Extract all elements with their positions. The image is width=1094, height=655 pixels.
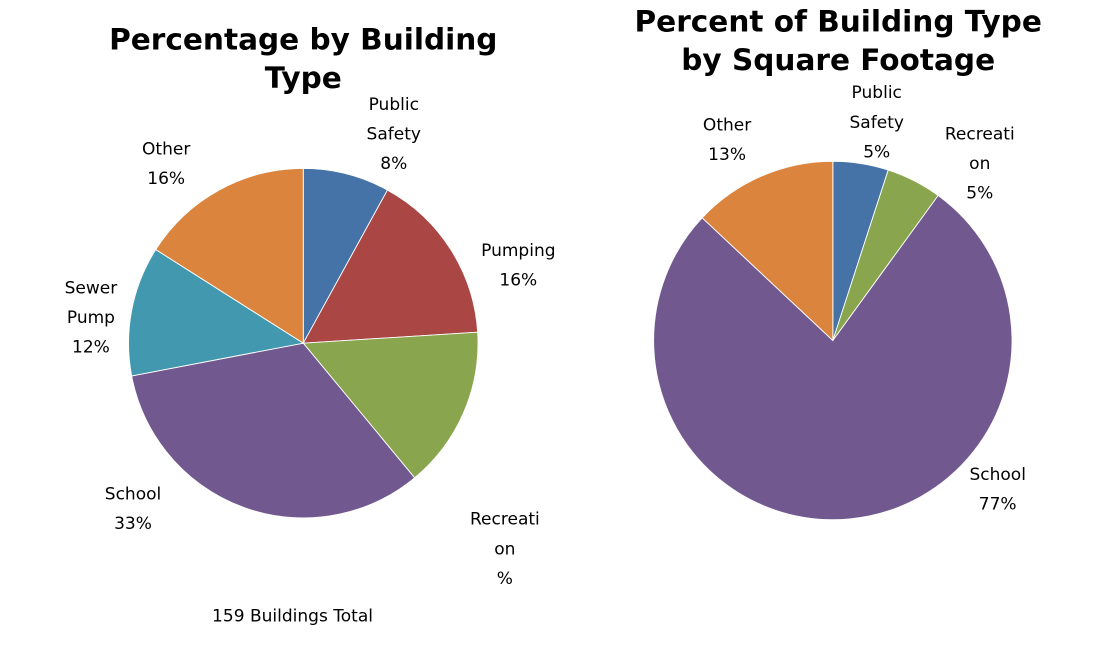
pie-slice: [155, 168, 304, 344]
slice-label: School: [105, 485, 162, 505]
slice-value-label: 13%: [708, 145, 746, 165]
slice-label: Recreati on: [945, 124, 1015, 174]
chart-subtitle: 159 Buildings Total: [212, 606, 373, 626]
slice-label: Other: [703, 115, 751, 135]
slice-value-label: 12%: [72, 338, 110, 358]
slice-label: Public Safety: [850, 83, 904, 133]
slice-value-label: 5%: [863, 142, 890, 162]
slice-value-label: %: [497, 569, 513, 589]
slice-label: Other: [142, 140, 190, 160]
pie-slice: [302, 331, 479, 479]
chart-title: Percentage by Building Type: [109, 22, 497, 95]
slice-value-label: 5%: [966, 184, 993, 204]
slice-label: Public Safety: [367, 95, 421, 145]
chart-title: Percent of Building Type by Square Footag…: [635, 4, 1042, 77]
slice-label: Recreati on: [470, 510, 540, 560]
slice-value-label: 16%: [499, 270, 537, 290]
pie-slice: [302, 189, 479, 344]
pie-slice: [131, 342, 416, 519]
slice-value-label: 77%: [979, 494, 1017, 514]
slice-value-label: 8%: [380, 154, 407, 174]
slice-label: Sewer Pump: [65, 279, 118, 329]
slice-label: Pumping: [481, 241, 555, 261]
slice-label: School: [969, 465, 1026, 485]
slice-value-label: 16%: [147, 169, 185, 189]
pie-slice: [701, 160, 834, 342]
slice-value-label: 33%: [114, 514, 152, 534]
pie-slice: [128, 248, 305, 377]
pie-slice: [653, 194, 1013, 521]
